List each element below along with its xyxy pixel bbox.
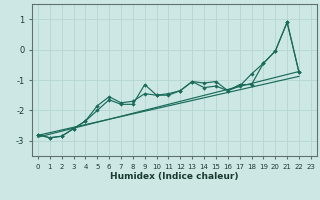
X-axis label: Humidex (Indice chaleur): Humidex (Indice chaleur) xyxy=(110,172,239,181)
